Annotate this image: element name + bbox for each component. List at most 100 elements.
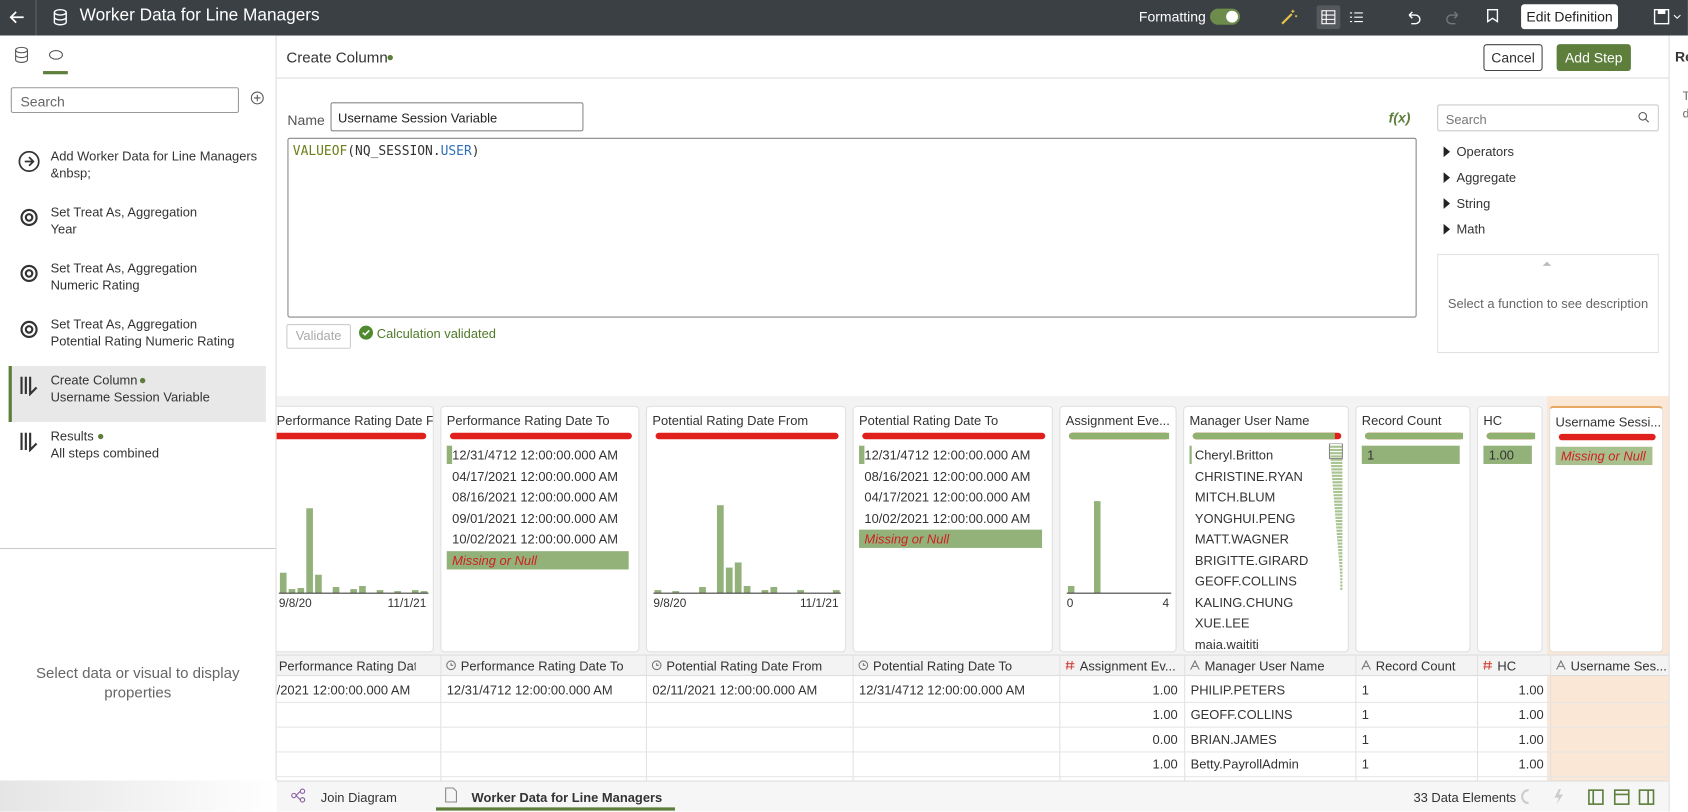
column-header[interactable]: Record Count [1375, 658, 1456, 674]
type-icon [1361, 659, 1371, 670]
type-icon [1483, 660, 1493, 670]
footer-icons [1521, 789, 1655, 805]
panel-text: d [1683, 108, 1688, 121]
scroll-minimap [1328, 443, 1343, 590]
validated-icon [359, 325, 374, 340]
divider [276, 77, 1669, 79]
redo-icon[interactable] [1445, 9, 1462, 26]
column-divider [1355, 654, 1357, 781]
function-group[interactable]: Math [1456, 221, 1486, 237]
properties-hint: Select data or visual to display propert… [35, 664, 240, 701]
step-title[interactable]: Results [50, 428, 94, 444]
formatting-toggle[interactable] [1209, 8, 1241, 25]
axis-label: 4 [1162, 597, 1170, 611]
undo-icon[interactable] [1405, 9, 1422, 26]
step-title[interactable]: Set Treat As, Aggregation [50, 316, 198, 332]
value-item: GEOFF.COLLINS [1194, 573, 1297, 589]
value-item: maia.waititi [1194, 636, 1259, 652]
cancel-button[interactable]: Cancel [1483, 44, 1543, 72]
expression-token: USER [440, 143, 472, 159]
step-dot [97, 433, 104, 440]
column-header[interactable]: HC [1497, 658, 1517, 674]
histogram [653, 505, 841, 594]
data-tab[interactable] [14, 46, 29, 63]
step-title[interactable]: Add Worker Data for Line Managers &nbsp; [50, 148, 258, 181]
value-item: 10/02/2021 12:00:00.000 AM [864, 510, 1031, 526]
function-search[interactable]: Search [1437, 104, 1659, 132]
add-button[interactable] [250, 90, 265, 105]
function-button[interactable]: f(x) [1388, 109, 1411, 126]
grid-cell: Betty.PayrollAdmin [1190, 756, 1299, 772]
histogram-bar [1093, 501, 1101, 594]
column-divider [852, 654, 854, 781]
column-header[interactable]: Username Ses... [1570, 658, 1667, 674]
bookmark-icon[interactable] [1484, 8, 1502, 26]
value-share-bar [1555, 446, 1653, 466]
grid-cell: 0.00 [1152, 732, 1178, 748]
edit-definition-button[interactable]: Edit Definition [1521, 4, 1618, 30]
row-line [276, 776, 1669, 778]
expand-icon [1443, 172, 1451, 184]
value-item: MITCH.BLUM [1194, 489, 1276, 505]
row-line [276, 701, 1669, 703]
axis-label: 9/8/20 [278, 597, 312, 611]
histogram-bar [332, 587, 340, 594]
list-icon[interactable] [1349, 10, 1364, 25]
value-item: 04/17/2021 12:00:00.000 AM [452, 468, 619, 484]
histogram-bar [359, 585, 366, 594]
function-group[interactable]: String [1456, 195, 1491, 211]
grid-cell: BRIAN.JAMES [1190, 732, 1277, 748]
step-title[interactable]: Set Treat As, Aggregation [50, 260, 198, 276]
value-item: 10/02/2021 12:00:00.000 AM [452, 531, 619, 547]
sidebar-search[interactable]: Search [10, 87, 239, 114]
save-icon[interactable] [1653, 8, 1684, 26]
grid-cell: 1 [1361, 707, 1369, 723]
histogram-bar [1067, 585, 1075, 594]
sidebar-footer [0, 780, 277, 812]
histogram-bar [699, 587, 706, 594]
footer-tab[interactable]: Join Diagram [320, 790, 397, 806]
footer-tab[interactable]: Worker Data for Line Managers [471, 790, 663, 806]
panel-title: Re [1675, 48, 1688, 65]
grid-cell: PHILIP.PETERS [1190, 682, 1286, 698]
column-divider [1184, 654, 1186, 781]
grid-cell: /2021 12:00:00.000 AM [276, 682, 411, 698]
histogram-bar [716, 505, 724, 594]
back-button[interactable] [8, 9, 27, 26]
column-header[interactable]: Potential Rating Date To [873, 658, 1013, 674]
add-step-button[interactable]: Add Step [1556, 44, 1631, 72]
histogram-bar [350, 589, 357, 594]
step-title[interactable]: Create Column [50, 372, 138, 388]
function-group[interactable]: Operators [1456, 144, 1514, 160]
value-item: Missing or Null [1560, 448, 1646, 464]
column-header[interactable]: Performance Rating Date To [460, 658, 624, 674]
histogram-bar [734, 562, 742, 594]
column-header[interactable]: Assignment Ev... [1079, 658, 1176, 674]
column-header[interactable]: Manager User Name [1204, 658, 1325, 674]
value-item: 08/16/2021 12:00:00.000 AM [864, 468, 1031, 484]
column-divider [645, 654, 647, 781]
tab-underline [435, 807, 675, 811]
step-subtitle: Username Session Variable [50, 389, 210, 405]
separator [35, 0, 37, 36]
profile-card: Potential Rating Date From 9/8/20 11/1/21 [645, 405, 847, 653]
column-header[interactable]: Performance Rating Date From [278, 658, 416, 674]
value-share-bar [446, 445, 453, 464]
column-header[interactable]: Potential Rating Date From [666, 658, 823, 674]
function-group[interactable]: Aggregate [1456, 170, 1517, 186]
expression-token: ( [347, 143, 356, 159]
magic-icon[interactable] [1279, 8, 1298, 27]
tab-underline [43, 71, 68, 75]
histogram-bar [411, 590, 419, 594]
card-title: Assignment Eve... [1065, 413, 1170, 429]
grid-cell: 1.00 [1152, 707, 1178, 723]
name-input[interactable]: Username Session Variable [330, 102, 584, 132]
step-subtitle: Numeric Rating [50, 277, 140, 293]
script-tab[interactable] [47, 47, 64, 62]
expression-editor[interactable] [287, 137, 1417, 318]
histogram-bar [770, 587, 778, 594]
step-title[interactable]: Set Treat As, Aggregation [50, 204, 198, 220]
quality-bar [1192, 432, 1336, 440]
validate-button[interactable]: Validate [286, 324, 351, 349]
profile-cards: Performance Rating Date From 9/8/20 11/1/2… [276, 396, 1669, 781]
